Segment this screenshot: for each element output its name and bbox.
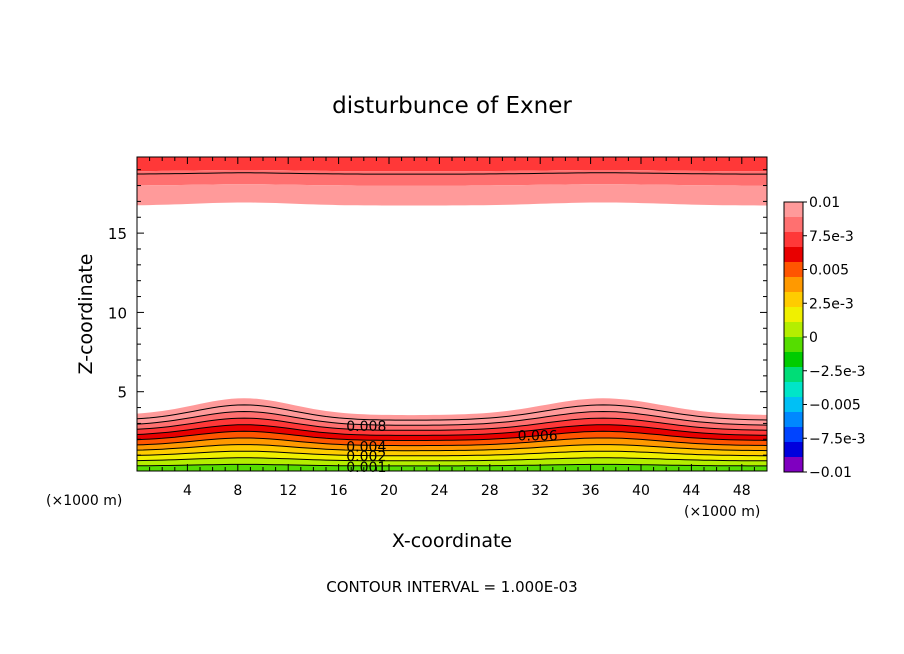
colorbar-swatch: [784, 382, 803, 398]
contour-lines: [137, 172, 767, 467]
lower-band: [137, 398, 767, 421]
colorbar-swatch: [784, 202, 803, 218]
upper-band: [137, 184, 767, 206]
lower-band: [137, 424, 767, 441]
lower-band: [137, 418, 767, 436]
contour-line: [137, 410, 767, 426]
colorbar-swatch: [784, 352, 803, 368]
contour-label: 0.008: [346, 419, 386, 435]
colorbar-swatch: [784, 232, 803, 248]
colorbar-label: −7.5e-3: [809, 431, 866, 447]
x-tick-label: 32: [531, 483, 549, 499]
colorbar-swatch: [784, 262, 803, 278]
x-tick-label: 24: [430, 483, 448, 499]
contour-label: 0.006: [518, 428, 558, 444]
x-tick-label: 40: [632, 483, 650, 499]
contour-line: [137, 457, 767, 462]
contour-line: [137, 463, 767, 467]
contour-field: [137, 157, 767, 471]
contour-line: [137, 404, 767, 421]
x-tick-label: 48: [733, 483, 751, 499]
colorbar-swatch: [784, 397, 803, 413]
y-axis-label: Z-coordinate: [75, 254, 97, 375]
lower-band: [137, 411, 767, 431]
colorbar-swatch: [784, 412, 803, 428]
lower-band: [137, 431, 767, 446]
contour-line: [137, 417, 767, 431]
contour-label: 0.002: [346, 449, 386, 465]
contour-line: [137, 444, 767, 452]
colorbar-swatch: [784, 217, 803, 233]
colorbar-swatch: [784, 322, 803, 338]
x-axis-ticks: 4 8 12 16 20 24 28 32 36 40 44 48: [149, 157, 755, 499]
colorbar-label: 2.5e-3: [809, 296, 854, 312]
colorbar-swatch: [784, 457, 803, 473]
lower-band: [137, 457, 767, 466]
colorbar-label: 0: [809, 330, 818, 346]
x-tick-label: 44: [682, 483, 700, 499]
contour-label: 0.001: [346, 460, 386, 476]
y-tick-label: 5: [117, 384, 127, 402]
contour-line: [137, 430, 767, 441]
colorbar-label: 0.005: [809, 263, 849, 279]
colorbar-swatch: [784, 427, 803, 443]
contour-line: [137, 437, 767, 447]
contour-line: [137, 450, 767, 457]
colorbar-swatch: [784, 277, 803, 293]
x-tick-label: 20: [380, 483, 398, 499]
colorbar-swatch: [784, 247, 803, 263]
chart-title: disturbunce of Exner: [332, 93, 572, 119]
y-axis-ticks: 5 10 15: [108, 169, 767, 456]
colorbar-label: 7.5e-3: [809, 229, 854, 245]
colorbar-swatch: [784, 307, 803, 323]
lower-band: [137, 404, 767, 426]
colorbar-swatch: [784, 292, 803, 308]
upper-band: [137, 157, 767, 172]
colorbar-label: 0.01: [809, 195, 840, 211]
x-tick-label: 12: [279, 483, 297, 499]
colorbar-swatch: [784, 442, 803, 458]
upper-band: [137, 170, 767, 186]
x-tick-label: 8: [233, 483, 242, 499]
colorbar-label: −2.5e-3: [809, 364, 866, 380]
colorbar-swatch: [784, 367, 803, 383]
x-unit-right: (×1000 m): [684, 504, 760, 520]
colorbar-swatch: [784, 337, 803, 353]
y-tick-label: 10: [108, 304, 127, 322]
x-axis-label: X-coordinate: [392, 530, 512, 552]
contour-line: [137, 424, 767, 436]
contour-interval-note: CONTOUR INTERVAL = 1.000E-03: [326, 578, 577, 596]
contour-line: [137, 172, 767, 175]
x-tick-label: 36: [582, 483, 600, 499]
colorbar-label: −0.005: [809, 398, 861, 414]
y-tick-label: 15: [108, 225, 127, 243]
colorbar: 0.01 7.5e-3 0.005 2.5e-3 0 −2.5e-3 −0.005 −7.5e…: [783, 195, 866, 481]
contour-label: 0.004: [346, 439, 386, 455]
x-tick-label: 28: [481, 483, 499, 499]
colorbar-label: −0.01: [809, 465, 852, 481]
x-tick-label: 4: [183, 483, 192, 499]
x-tick-label: 16: [330, 483, 348, 499]
x-unit-left: (×1000 m): [46, 493, 122, 509]
